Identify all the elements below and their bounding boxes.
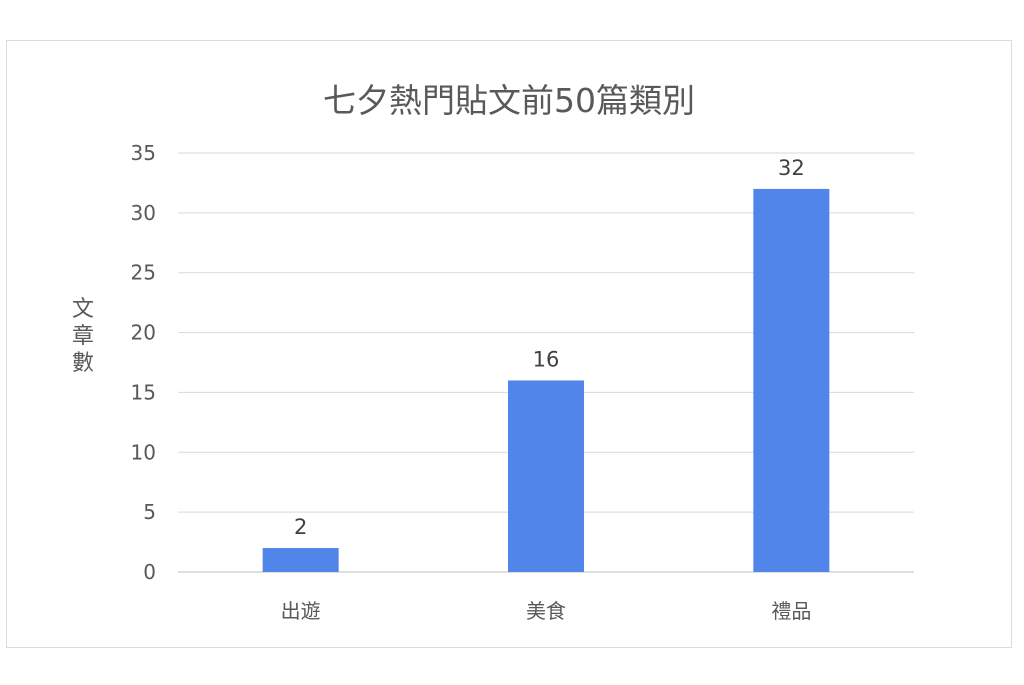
y-tick-label: 35 [131, 141, 156, 165]
data-labels: 2 16 32 [294, 156, 805, 539]
data-label: 16 [533, 347, 560, 371]
y-axis-label-char: 文 [72, 297, 94, 322]
y-axis-label: 文章數 [72, 297, 94, 376]
x-category-label: 美食 [526, 599, 566, 623]
y-tick-label: 30 [131, 201, 156, 225]
x-category-label: 禮品 [771, 599, 811, 623]
y-axis-ticks: 0 5 10 15 20 25 30 35 [131, 141, 156, 584]
y-tick-label: 25 [131, 261, 156, 285]
y-axis-label-char: 數 [72, 351, 94, 376]
y-tick-label: 0 [143, 560, 156, 584]
y-tick-label: 15 [131, 380, 156, 404]
x-category-label: 出遊 [281, 599, 321, 623]
y-tick-label: 20 [131, 321, 156, 345]
y-tick-label: 10 [131, 440, 156, 464]
x-axis-categories: 出遊 美食 禮品 [281, 599, 812, 623]
data-label: 2 [294, 515, 307, 539]
bar-3 [753, 188, 830, 572]
bars [262, 188, 830, 572]
bar-1 [262, 548, 339, 572]
y-tick-label: 5 [143, 500, 156, 524]
bar-2 [508, 380, 584, 572]
chart-title: 七夕熱門貼文前50篇類別 [323, 81, 695, 120]
data-label: 32 [778, 156, 805, 180]
y-axis-label-char: 章 [72, 324, 94, 349]
